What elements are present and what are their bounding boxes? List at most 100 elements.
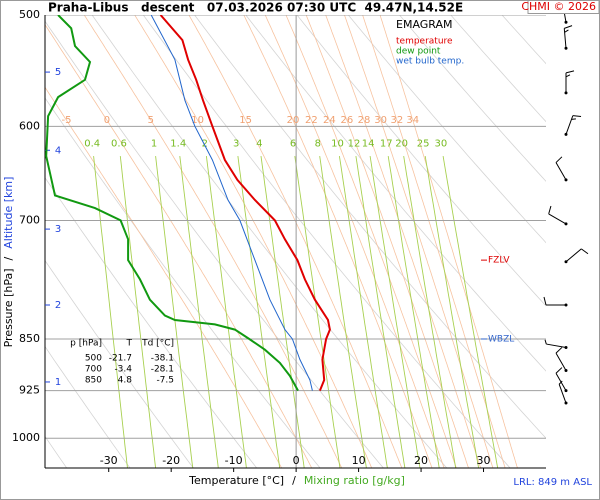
moist-adiabat-label: 22: [305, 115, 318, 126]
x-label: Temperature [°C]: [188, 474, 284, 487]
background-lines: [45, 15, 546, 468]
credit-box: [527, 0, 600, 14]
y-tick-label: 500: [19, 8, 40, 21]
moist-adiabat-label: 5: [148, 115, 154, 126]
moist-adiabat-label: 26: [341, 115, 354, 126]
mixing-ratio-label: 20: [395, 138, 408, 149]
mixing-ratio-label: 1.4: [170, 138, 186, 149]
profile-line: [150, 15, 313, 391]
x-tick-label: 0: [293, 454, 300, 467]
y-tick-label: 850: [19, 332, 40, 345]
moist-adiabat: [305, 15, 469, 468]
wind-barb: [544, 339, 567, 349]
wind-barb: [543, 296, 566, 306]
moist-adiabat-label: 34: [406, 115, 419, 126]
moist-adiabat: [134, 15, 373, 468]
y-tick-label: 1000: [12, 431, 40, 444]
dry-adiabat: [450, 15, 546, 123]
x-tick-label: -10: [225, 454, 243, 467]
moist-adiabat-label: 10: [191, 115, 204, 126]
moist-adiabat: [45, 23, 313, 468]
wind-barb: [558, 380, 567, 404]
moist-adiabat-label: 32: [391, 115, 404, 126]
mixing-ratio-label: 10: [331, 138, 344, 149]
table-cell: -28.1: [151, 365, 174, 375]
table-cell: 500: [85, 354, 102, 364]
y-axis-label: Pressure [hPa] / Altitude [km]: [2, 177, 15, 348]
table-cell: 4.8: [118, 376, 133, 386]
chart-title: Praha-Libus descent 07.03.2026 07:30 UTC…: [48, 1, 463, 15]
level-label: FZLV: [488, 256, 510, 266]
y-label-2: Altitude [km]: [2, 177, 15, 249]
dry-adiabat: [245, 15, 546, 372]
moist-adiabat: [83, 15, 343, 468]
moist-adiabat: [379, 15, 518, 468]
legend-entry: temperature: [396, 37, 453, 47]
mixing-ratio-label: 30: [435, 138, 448, 149]
dry-adiabat: [45, 97, 321, 468]
moist-adiabat-label: 20: [287, 115, 300, 126]
x-axis-label: Temperature [°C] / Mixing ratio [g/kg]: [188, 474, 405, 487]
wind-barb: [565, 115, 582, 135]
legend-entry: wet bulb temp.: [396, 57, 464, 67]
mixing-ratio-label: 25: [417, 138, 430, 149]
dry-adiabat: [399, 15, 546, 182]
moist-adiabat-label: 15: [239, 115, 252, 126]
altitude-tick-label: 5: [55, 67, 61, 78]
wind-barb: [555, 347, 567, 371]
table-header: T: [126, 339, 133, 349]
dry-adiabat: [347, 15, 546, 244]
moist-adiabat: [325, 15, 482, 468]
moist-adiabat: [264, 15, 445, 468]
mixing-ratio-label: 1: [151, 138, 157, 149]
altitude-tick-label: 3: [55, 224, 61, 235]
mixing-ratio-label: 8: [315, 138, 321, 149]
moist-adiabat-label: 28: [358, 115, 371, 126]
level-label: WBZL: [488, 334, 514, 344]
legend-entry: dew point: [396, 47, 441, 57]
moist-adiabat: [344, 15, 494, 468]
dry-adiabat: [45, 345, 131, 468]
mixing-ratio-label: 12: [348, 138, 361, 149]
altitude-tick-label: 4: [55, 145, 61, 156]
x-tick-label: -30: [100, 454, 118, 467]
table-cell: 850: [85, 376, 102, 386]
dry-adiabat: [142, 15, 511, 468]
x-tick-label: 10: [352, 454, 366, 467]
dry-adiabat: [45, 20, 384, 468]
mixing-ratio-label: 0.4: [84, 138, 100, 149]
moist-adiabat-label: -5: [61, 115, 71, 126]
profile-line: [159, 15, 331, 391]
moist-adiabat: [285, 15, 457, 468]
dry-adiabat: [45, 259, 194, 468]
x-tick-label: 20: [414, 454, 428, 467]
profile-line: [45, 15, 299, 392]
table-header: Td [°C]: [141, 339, 174, 349]
x-tick-label: 30: [477, 454, 491, 467]
wind-barb: [555, 156, 567, 181]
plot: -5 0 5 10 15 20 22 24 26 28 30 32 340.4 0.6 1 1.4 2 3 4 6 8 1…: [12, 0, 589, 472]
table-header: p [hPa]: [70, 339, 102, 349]
mixing-ratio-label: 17: [380, 138, 393, 149]
table-cell: -38.1: [151, 354, 174, 364]
table-cell: -3.4: [114, 365, 132, 375]
altitude-tick-label: 2: [55, 300, 61, 311]
moist-adiabat-label: 24: [323, 115, 336, 126]
x-label-separator: /: [292, 474, 296, 487]
note: LRL: 849 m ASL: [513, 477, 592, 488]
wind-barb: [565, 248, 589, 263]
y-tick-label: 925: [19, 384, 40, 397]
mixing-ratio-label: 14: [362, 138, 375, 149]
dry-adiabat: [91, 15, 448, 468]
x-tick-label: -20: [162, 454, 180, 467]
table-cell: -21.7: [109, 354, 132, 364]
y-tick-label: 700: [19, 213, 40, 226]
wind-barb: [563, 25, 573, 49]
mixing-ratio-label: 3: [233, 138, 239, 149]
moist-adiabat: [188, 15, 403, 468]
moist-adiabat-label: 0: [104, 115, 110, 126]
wind-barb: [548, 205, 567, 225]
table-cell: -7.5: [156, 376, 174, 386]
